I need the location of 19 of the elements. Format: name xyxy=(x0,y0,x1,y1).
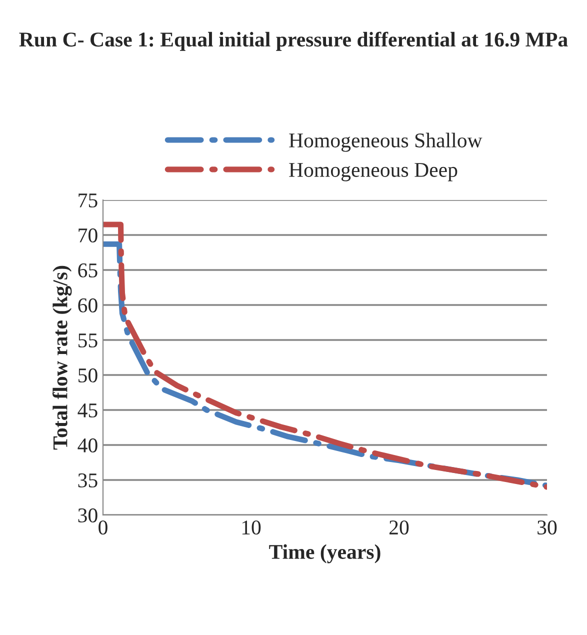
chart-title: Run C- Case 1: Equal initial pressure differential at 16.9 MPa xyxy=(19,32,568,51)
x-axis-title: Time (years) xyxy=(269,544,380,564)
y-tick-label: 65 xyxy=(78,263,98,278)
y-tick-label: 75 xyxy=(78,194,98,208)
y-tick-label: 70 xyxy=(78,228,98,242)
y-tick-label: 55 xyxy=(78,334,98,348)
x-tick-label: 0 xyxy=(98,520,108,535)
legend-label: Homogeneous Deep xyxy=(289,163,458,182)
x-tick-label: 10 xyxy=(242,520,261,535)
y-tick-label: 60 xyxy=(78,298,98,312)
y-tick-label: 35 xyxy=(78,473,98,488)
x-tick-label: 20 xyxy=(390,520,409,535)
y-tick-label: 50 xyxy=(78,368,98,382)
y-axis-title: Total flow rate (kg/s) xyxy=(52,266,72,450)
legend-label: Homogeneous Shallow xyxy=(289,132,482,152)
y-tick-label: 30 xyxy=(78,508,98,522)
y-tick-label: 40 xyxy=(78,438,98,452)
x-tick-label: 30 xyxy=(538,520,557,535)
y-tick-label: 45 xyxy=(78,404,98,418)
